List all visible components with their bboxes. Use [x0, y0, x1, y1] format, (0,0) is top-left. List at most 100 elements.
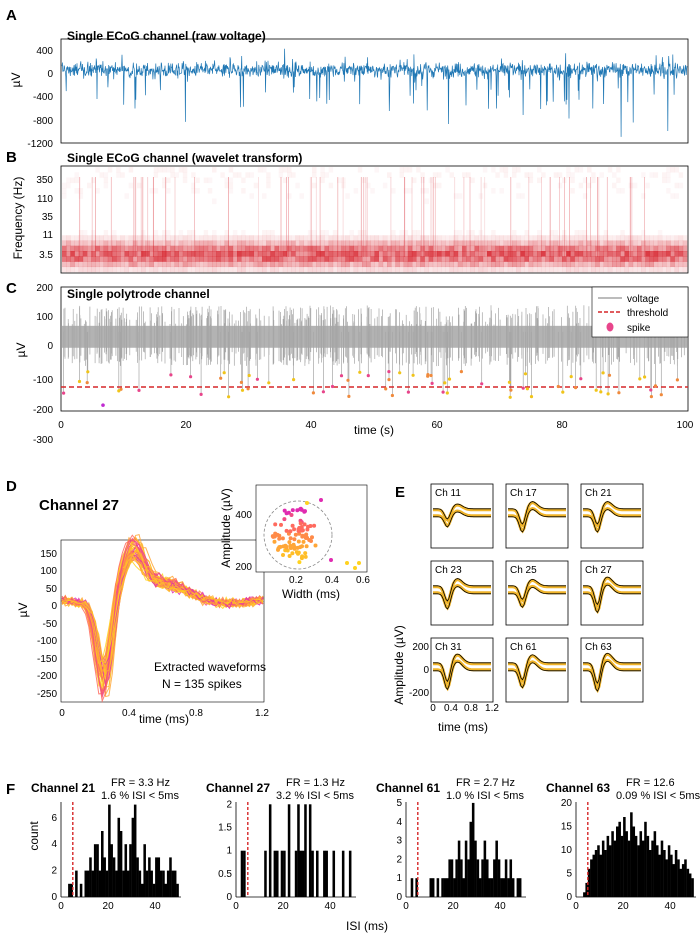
wavelet-cell	[437, 256, 442, 262]
hist-bar	[287, 804, 291, 897]
panel-a-title: Single ECoG channel (raw voltage)	[67, 29, 266, 43]
wavelet-cell	[432, 261, 438, 268]
wavelet-cell	[620, 188, 625, 194]
wavelet-cell	[195, 251, 200, 257]
wavelet-cell	[499, 266, 504, 273]
hist-bar	[93, 844, 97, 897]
wavelet-cell	[187, 230, 192, 236]
wavelet-cell	[312, 230, 317, 236]
wavelet-cell	[387, 235, 392, 241]
wavelet-cell	[203, 256, 209, 262]
wavelet-cell	[412, 245, 417, 252]
wavelet-cell	[270, 240, 275, 247]
wavelet-cell	[482, 251, 488, 257]
wavelet-cell	[666, 266, 671, 273]
wavelet-cell	[270, 245, 275, 252]
wavelet-cell	[357, 230, 363, 236]
wavelet-cell	[220, 266, 225, 273]
spike-dot	[339, 374, 344, 378]
wavelet-cell	[453, 245, 459, 252]
wavelet-cell	[466, 261, 471, 268]
wavelet-cell	[145, 240, 150, 247]
wavelet-cell	[295, 240, 300, 247]
panel-c-xlabel: time (s)	[354, 423, 394, 437]
wavelet-cell	[374, 251, 379, 257]
spike-dot	[86, 370, 90, 374]
hist-bar	[159, 870, 163, 897]
wavelet-cell	[299, 193, 304, 199]
hist-bar	[648, 850, 652, 897]
hist-bar	[294, 850, 298, 897]
wavelet-cell	[562, 240, 567, 247]
wavelet-cell	[628, 245, 634, 252]
wavelet-cell	[78, 261, 84, 268]
hist-bar	[136, 857, 139, 897]
hist-xtick: 40	[150, 901, 162, 912]
spike-dot	[594, 388, 598, 392]
wavelet-cell	[191, 261, 196, 268]
wavelet-cell	[62, 240, 67, 247]
inset-point	[305, 501, 309, 505]
wavelet-cell	[199, 256, 204, 262]
wavelet-cell	[441, 235, 446, 241]
wavelet-cell	[191, 251, 196, 257]
wavelet-cell	[353, 266, 359, 273]
wavelet-cell	[545, 251, 550, 257]
wavelet-cell	[278, 256, 284, 262]
wavelet-cell	[91, 256, 96, 262]
wavelet-cell	[116, 256, 121, 262]
wavelet-cell	[507, 256, 513, 262]
wavelet-cell	[82, 256, 88, 262]
wavelet-cell	[349, 240, 354, 247]
wavelet-cell	[153, 266, 159, 273]
wavelet-cell	[237, 251, 242, 257]
wavelet-cell	[82, 230, 88, 236]
wavelet-cell	[182, 251, 188, 257]
hist-bar	[493, 859, 496, 897]
hist-xtick: 20	[448, 901, 460, 912]
wavelet-cell	[187, 245, 192, 252]
wavelet-cell	[357, 235, 363, 241]
wavelet-cell	[228, 182, 234, 189]
wavelet-cell	[537, 177, 542, 184]
wavelet-cell	[224, 240, 229, 247]
wavelet-cell	[124, 245, 129, 252]
wavelet-cell	[287, 172, 292, 178]
wavelet-cell	[441, 266, 446, 273]
wavelet-cell	[474, 240, 479, 247]
wavelet-cell	[349, 235, 354, 241]
wavelet-cell	[145, 266, 150, 273]
wavelet-cell	[557, 251, 563, 257]
wavelet-cell	[482, 261, 488, 268]
hist-bar	[105, 870, 109, 897]
wavelet-cell	[287, 245, 292, 252]
panel-b-ytick-11: 11	[43, 230, 54, 241]
hist-bar	[656, 845, 659, 897]
wavelet-cell	[520, 193, 525, 199]
spike-dot	[137, 388, 141, 392]
inset-point	[293, 532, 298, 537]
wavelet-cell	[524, 261, 529, 268]
wavelet-cell	[628, 235, 634, 241]
wavelet-cell	[487, 256, 492, 262]
inset-point	[313, 543, 318, 548]
wavelet-cell	[557, 266, 563, 273]
hist-ytick: 0	[226, 892, 232, 903]
wavelet-cell	[491, 230, 496, 236]
wavelet-cell	[395, 251, 400, 257]
wavelet-cell	[507, 245, 513, 252]
wavelet-cell	[478, 251, 484, 257]
wavelet-cell	[103, 240, 109, 247]
spike-dot	[529, 395, 534, 399]
wavelet-cell	[195, 177, 200, 184]
wavelet-cell	[124, 256, 129, 262]
inset-point	[281, 553, 285, 557]
wavelet-cell	[345, 193, 350, 199]
wavelet-cell	[216, 235, 221, 241]
wavelet-cell	[407, 235, 413, 241]
panel-d: D Channel 27 150 100 50 0 -50 -100 -150 …	[6, 478, 370, 726]
wavelet-cell	[587, 256, 592, 262]
wavelet-cell	[320, 256, 325, 262]
hist-ytick: 2	[226, 799, 232, 810]
wavelet-cell	[462, 245, 467, 252]
